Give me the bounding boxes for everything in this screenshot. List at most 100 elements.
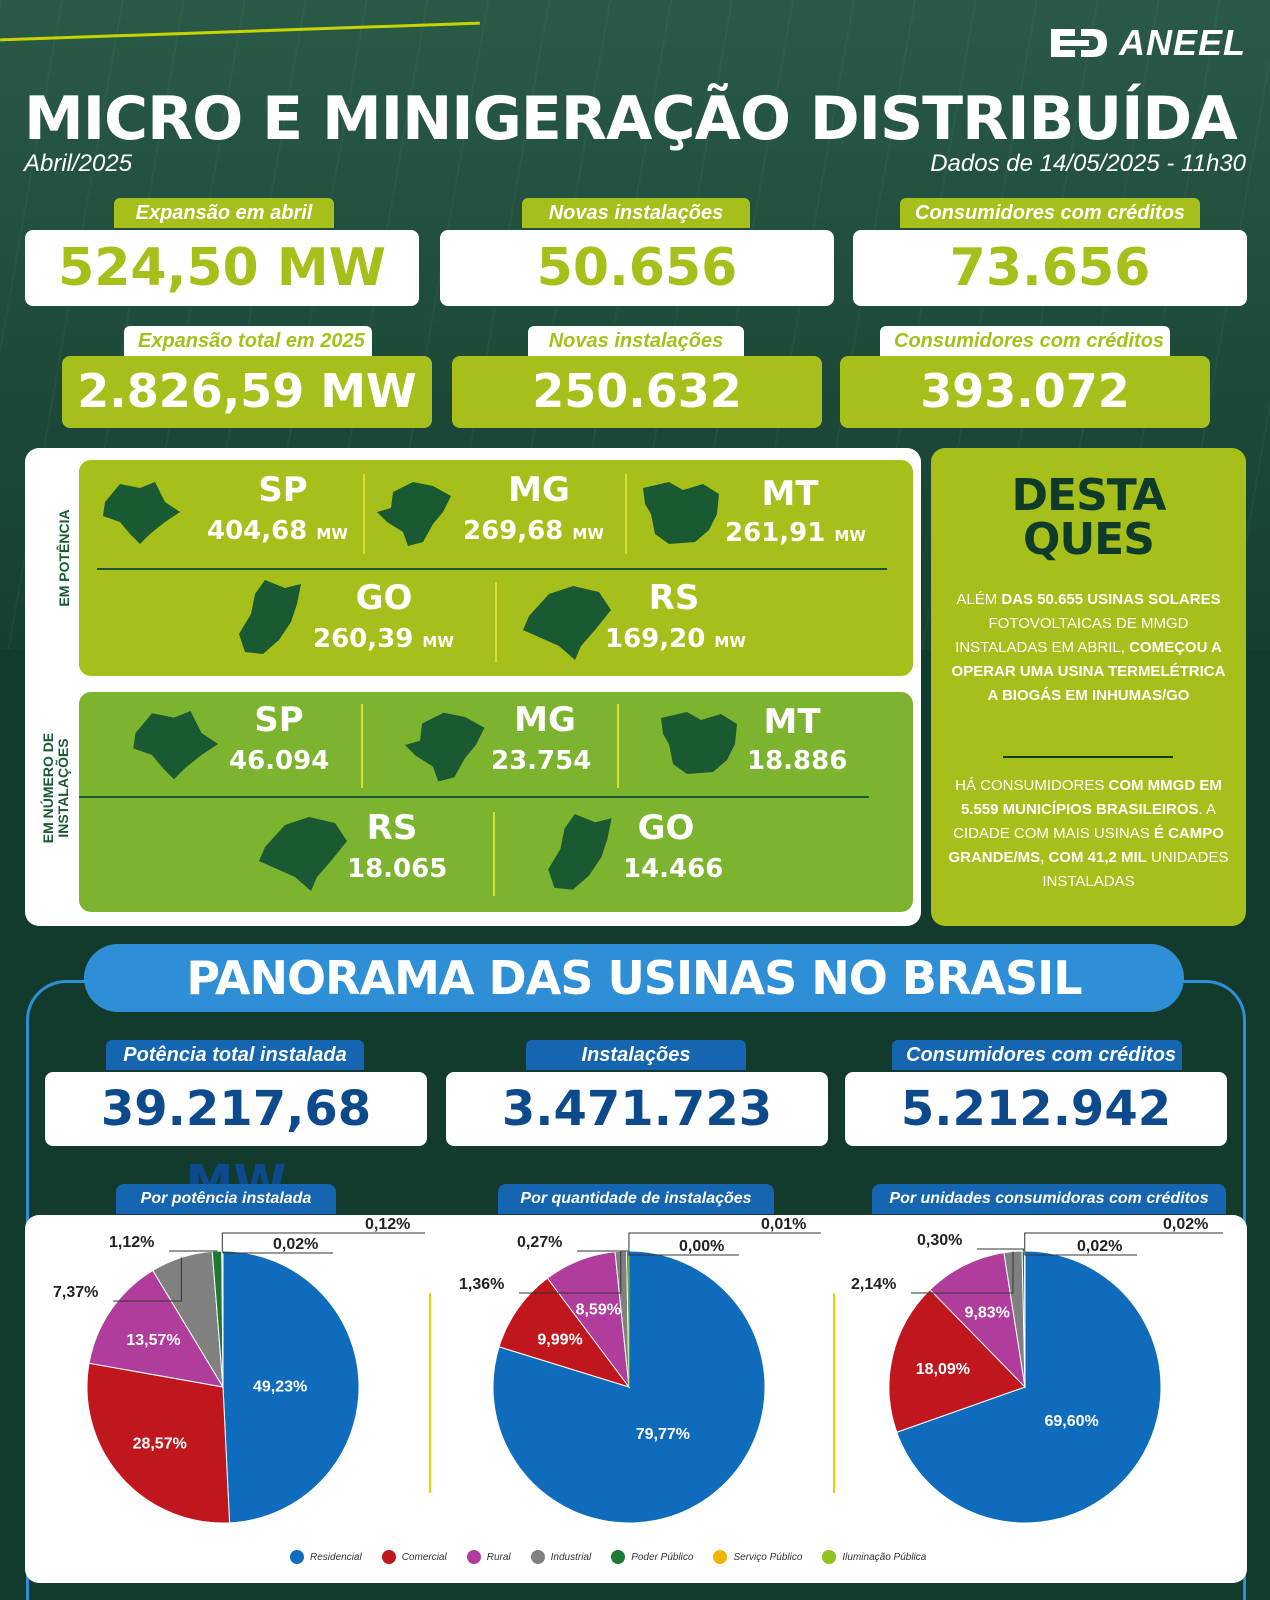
data-label: 0,02% xyxy=(1163,1216,1208,1233)
chart-title: Por unidades consumidoras com créditos xyxy=(872,1184,1226,1214)
aneel-logo: ANEEL xyxy=(1047,22,1246,64)
data-label: 1,12% xyxy=(109,1234,154,1251)
data-label: 2,14% xyxy=(851,1276,896,1293)
kpi-value-installations: 3.471.723 xyxy=(446,1072,828,1146)
legend-swatch xyxy=(381,1550,396,1564)
legend-label: Rural xyxy=(486,1551,511,1563)
legend-swatch xyxy=(530,1550,545,1564)
separator xyxy=(617,704,619,788)
data-label: 0,30% xyxy=(917,1232,962,1249)
unit-label: MW xyxy=(316,525,348,543)
kpi-value-new-installations-april: 50.656 xyxy=(440,230,834,306)
chart-title: Por potência instalada xyxy=(116,1184,336,1214)
data-label: 0,01% xyxy=(761,1216,806,1233)
kpi-tag-new-installations-2025: Novas instalações xyxy=(528,326,744,356)
data-label: 0,27% xyxy=(517,1234,562,1251)
states-ranking-panel: EM POTÊNCIA EM NÚMERO DE INSTALAÇÕES SP … xyxy=(25,448,921,926)
panorama-title: PANORAMA DAS USINAS NO BRASIL xyxy=(84,944,1184,1012)
kpi-value-total-power: 39.217,68 MW xyxy=(45,1072,427,1211)
kpi-value-consumers-credits: 5.212.942 xyxy=(845,1072,1227,1146)
state-value-number: 169,20 xyxy=(605,624,706,654)
legend-item: Rural xyxy=(466,1550,511,1564)
rs-map-icon xyxy=(259,817,347,891)
leader-line xyxy=(519,1251,622,1294)
kpi-value-consumers-credits-2025: 393.072 xyxy=(840,356,1210,428)
data-label: 79,77% xyxy=(636,1426,690,1443)
text-run: . A CIDADE COM MAIS USINAS xyxy=(953,801,1217,842)
state-value: 404,68 MW xyxy=(207,516,348,546)
leader-line xyxy=(222,1251,333,1254)
sp-map-icon xyxy=(103,482,180,544)
state-value: 260,39 MW xyxy=(313,624,454,654)
highlights-panel: DESTA QUES ALÉM DAS 50.655 USINAS SOLARE… xyxy=(931,448,1246,926)
mg-map-icon xyxy=(377,482,451,546)
data-label: 18,09% xyxy=(916,1361,970,1378)
pie-slice-comercial xyxy=(498,1277,631,1388)
text-run: FOTOVOLTAICAS DE MMGD INSTALADAS EM ABRI… xyxy=(955,615,1189,656)
kpi-tag-new-installations-april: Novas instalações xyxy=(522,198,750,228)
mg-map-icon xyxy=(404,712,485,782)
legend-label: Poder Público xyxy=(631,1551,694,1563)
pie-slice-rural xyxy=(929,1252,1026,1389)
data-label: 0,00% xyxy=(679,1238,724,1255)
legend-item: Residencial xyxy=(290,1550,362,1564)
charts-panel: 49,23% 28,57% 13,57% 7,37% 1,12% 0,12% 0,02% 79… xyxy=(25,1215,1247,1583)
data-label: 28,57% xyxy=(133,1436,187,1453)
sp-map-icon xyxy=(133,711,218,780)
state-code: MG xyxy=(508,470,570,510)
go-map-icon xyxy=(239,580,301,654)
state-value-number: 404,68 xyxy=(207,516,308,546)
state-code: MT xyxy=(761,474,819,514)
kpi-tag-installations: Instalações xyxy=(526,1040,746,1070)
leader-line xyxy=(113,1257,182,1302)
state-value-number: 269,68 xyxy=(463,516,564,546)
legend-label: Residencial xyxy=(310,1551,362,1563)
data-label: 9,83% xyxy=(965,1305,1010,1322)
count-section-label: EM NÚMERO DE INSTALAÇÕES xyxy=(40,708,71,868)
legend-item: Industrial xyxy=(530,1550,592,1564)
state-code: MT xyxy=(763,702,821,742)
separator xyxy=(1003,756,1173,758)
state-value: 46.094 xyxy=(229,746,330,776)
data-label: 0,12% xyxy=(365,1216,410,1233)
highlights-title-line1: DESTA xyxy=(1011,470,1167,521)
state-code: RS xyxy=(366,808,418,848)
count-section-label-line1: EM NÚMERO DE xyxy=(40,732,56,844)
logo-text: ANEEL xyxy=(1118,22,1246,63)
data-label: 13,57% xyxy=(126,1332,180,1349)
highlights-paragraph-2: HÁ CONSUMIDORES COM MMGD EM 5.559 MUNICÍ… xyxy=(947,774,1230,894)
kpi-value-expansion-april: 524,50 MW xyxy=(25,230,419,306)
kpi-tag-total-power: Potência total instalada xyxy=(106,1040,364,1070)
legend-swatch xyxy=(611,1550,626,1564)
separator xyxy=(79,796,869,798)
kpi-value-consumers-credits-april: 73.656 xyxy=(853,230,1247,306)
pie-slice-residencial xyxy=(222,1250,360,1524)
power-ranking-block: SP 404,68 MW MG 269,68 MW MT 261,91 MW G… xyxy=(79,460,913,676)
separator xyxy=(625,474,627,554)
data-label: 69,60% xyxy=(1044,1413,1098,1430)
data-label: 0,02% xyxy=(1077,1238,1122,1255)
legend-label: Industrial xyxy=(550,1551,592,1563)
separator xyxy=(429,1293,431,1493)
leader-line xyxy=(1024,1251,1137,1256)
highlights-paragraph-1: ALÉM DAS 50.655 USINAS SOLARES FOTOVOLTA… xyxy=(947,588,1230,708)
state-value: 169,20 MW xyxy=(605,624,746,654)
unit-label: MW xyxy=(834,527,866,545)
chart-legend: Residencial Comercial Rural Industrial Poder… xyxy=(290,1550,926,1564)
leader-line xyxy=(1024,1232,1223,1252)
state-code: GO xyxy=(637,808,695,848)
unit-label: MW xyxy=(572,525,604,543)
separator xyxy=(363,474,365,554)
aneel-logo-icon xyxy=(1050,29,1107,57)
pie-slice-rural xyxy=(88,1269,224,1388)
kpi-value-expansion-2025: 2.826,59 MW xyxy=(62,356,432,428)
leader-line xyxy=(221,1232,425,1252)
legend-item: Comercial xyxy=(381,1550,447,1564)
leader-line xyxy=(911,1251,1014,1294)
count-ranking-block: SP 46.094 MG 23.754 MT 18.886 RS 18.065 … xyxy=(79,692,913,912)
kpi-value-new-installations-2025: 250.632 xyxy=(452,356,822,428)
chart-title: Por quantidade de instalações xyxy=(498,1184,774,1214)
data-label: 0,02% xyxy=(273,1236,318,1253)
legend-label: Serviço Público xyxy=(733,1551,803,1563)
legend-swatch xyxy=(822,1550,837,1564)
